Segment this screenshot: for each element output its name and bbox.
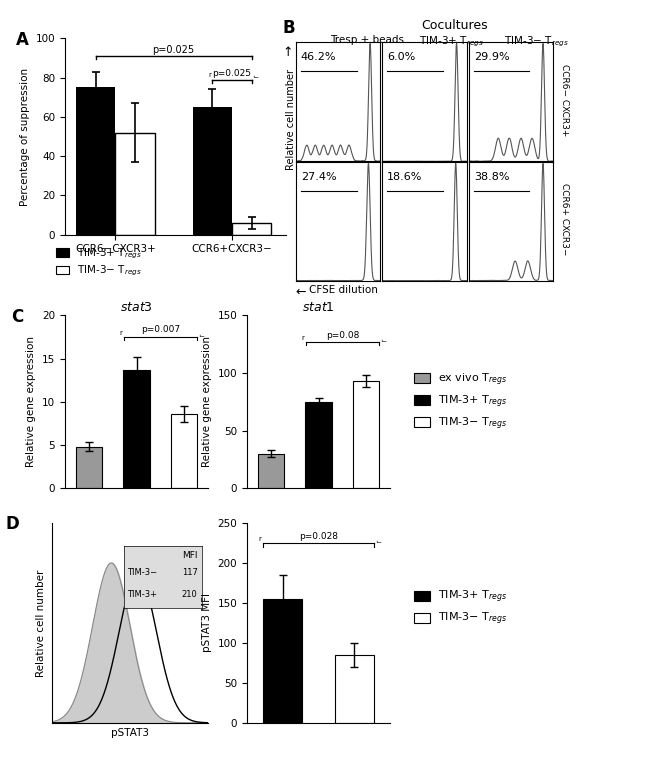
Text: MFI: MFI xyxy=(182,551,198,560)
Legend: TIM-3+ T$_{regs}$, TIM-3− T$_{regs}$: TIM-3+ T$_{regs}$, TIM-3− T$_{regs}$ xyxy=(410,584,512,631)
Text: r: r xyxy=(208,72,211,78)
Text: Relative cell number: Relative cell number xyxy=(286,68,296,170)
Text: A: A xyxy=(16,31,29,48)
Bar xyxy=(76,88,115,235)
Text: B: B xyxy=(283,19,295,37)
Text: TIM-3+: TIM-3+ xyxy=(127,591,157,599)
Text: ¬: ¬ xyxy=(198,330,204,336)
Text: r: r xyxy=(302,335,304,341)
Y-axis label: Percentage of suppression: Percentage of suppression xyxy=(20,68,30,205)
Text: CFSE dilution: CFSE dilution xyxy=(309,285,378,295)
Text: p=0.025: p=0.025 xyxy=(153,45,195,55)
Bar xyxy=(232,223,271,235)
Text: p=0.028: p=0.028 xyxy=(299,531,338,541)
Title: $\it{stat1}$: $\it{stat1}$ xyxy=(302,301,335,314)
Text: TIM-3− T$_{regs}$: TIM-3− T$_{regs}$ xyxy=(504,35,569,49)
Bar xyxy=(192,107,232,235)
Title: $\it{stat3}$: $\it{stat3}$ xyxy=(120,301,153,314)
Text: r: r xyxy=(259,536,261,542)
Text: 6.0%: 6.0% xyxy=(387,52,415,62)
Text: 117: 117 xyxy=(182,568,198,577)
Text: 29.9%: 29.9% xyxy=(474,52,510,62)
Bar xyxy=(335,655,374,723)
Text: 46.2%: 46.2% xyxy=(301,52,336,62)
Bar xyxy=(263,599,302,723)
Text: ←: ← xyxy=(296,286,306,299)
Text: p=0.007: p=0.007 xyxy=(141,325,180,335)
Legend: TIM-3+ T$_{regs}$, TIM-3− T$_{regs}$: TIM-3+ T$_{regs}$, TIM-3− T$_{regs}$ xyxy=(52,242,146,282)
Text: ¬: ¬ xyxy=(380,335,386,341)
Text: r: r xyxy=(120,330,122,336)
Y-axis label: Relative gene expression: Relative gene expression xyxy=(202,336,212,468)
Text: ↑: ↑ xyxy=(283,46,293,59)
Text: Tresp + beads: Tresp + beads xyxy=(330,35,404,45)
Text: ¬: ¬ xyxy=(376,536,382,542)
Bar xyxy=(115,132,155,235)
Text: p=0.025: p=0.025 xyxy=(213,69,252,78)
Text: 27.4%: 27.4% xyxy=(301,171,337,181)
Bar xyxy=(353,381,379,488)
Bar xyxy=(124,370,150,488)
Bar xyxy=(306,401,332,488)
Y-axis label: Relative cell number: Relative cell number xyxy=(36,569,46,677)
Text: C: C xyxy=(10,308,23,326)
Bar xyxy=(75,447,102,488)
Text: D: D xyxy=(5,515,19,533)
Bar xyxy=(171,414,198,488)
Text: 38.8%: 38.8% xyxy=(474,171,509,181)
Text: ¬: ¬ xyxy=(253,72,259,78)
Text: p=0.08: p=0.08 xyxy=(326,331,359,340)
Legend: ex vivo T$_{regs}$, TIM-3+ T$_{regs}$, TIM-3− T$_{regs}$: ex vivo T$_{regs}$, TIM-3+ T$_{regs}$, T… xyxy=(410,368,512,436)
Text: Cocultures: Cocultures xyxy=(422,19,488,32)
Y-axis label: Relative gene expression: Relative gene expression xyxy=(27,336,36,468)
Text: 18.6%: 18.6% xyxy=(387,171,422,181)
Y-axis label: pSTAT3 MFI: pSTAT3 MFI xyxy=(202,594,212,652)
Text: TIM-3−: TIM-3− xyxy=(127,568,157,577)
Bar xyxy=(257,454,284,488)
Text: 210: 210 xyxy=(182,591,198,599)
Text: CCR6+ CXCR3−: CCR6+ CXCR3− xyxy=(560,183,569,255)
Text: TIM-3+ T$_{regs}$: TIM-3+ T$_{regs}$ xyxy=(419,35,484,49)
X-axis label: pSTAT3: pSTAT3 xyxy=(111,728,149,738)
Text: CCR6− CXCR3+: CCR6− CXCR3+ xyxy=(560,64,569,136)
